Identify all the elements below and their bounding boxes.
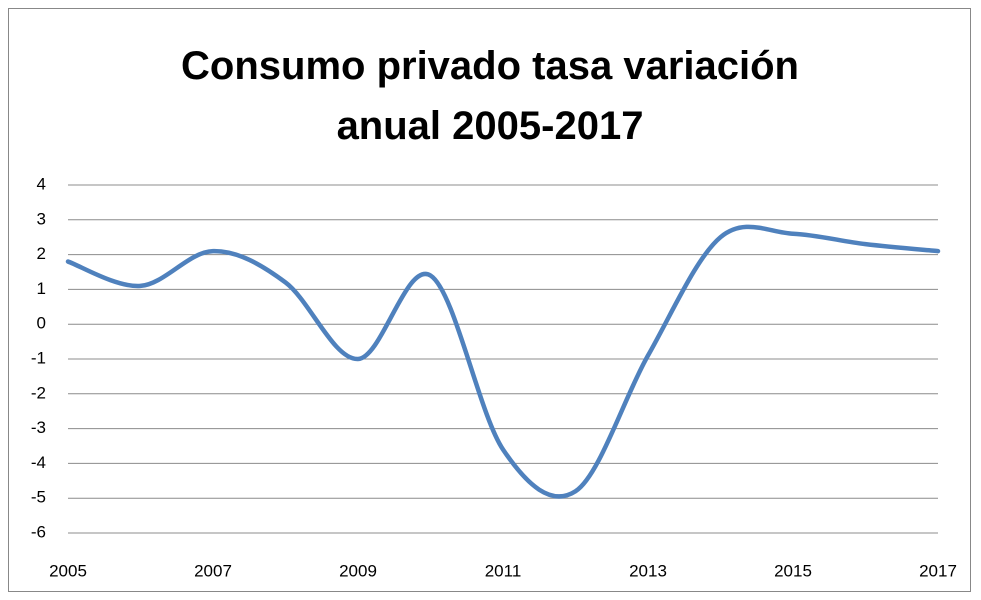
x-tick-label: 2017 [919,561,957,580]
y-tick-label: -2 [31,383,46,402]
y-tick-label: -3 [31,418,46,437]
y-tick-label: -6 [31,522,46,541]
y-tick-label: -5 [31,488,46,507]
y-tick-label: 1 [37,279,46,298]
line-series [65,224,941,499]
y-tick-label: 0 [37,314,46,333]
y-tick-label: 4 [37,174,46,193]
x-tick-label: 2011 [485,561,522,580]
y-tick-label: -1 [31,348,46,367]
x-tick-label: 2005 [49,561,87,580]
y-tick-label: -4 [31,453,46,472]
chart-title: Consumo privado tasa variación anual 200… [181,44,799,148]
y-tick-label: 3 [37,209,46,228]
x-tick-label: 2013 [629,561,667,580]
x-tick-label: 2009 [339,561,377,580]
x-tick-label: 2015 [774,561,812,580]
x-tick-label: 2007 [194,561,232,580]
y-tick-label: 2 [37,244,46,263]
chart-frame [8,8,971,592]
